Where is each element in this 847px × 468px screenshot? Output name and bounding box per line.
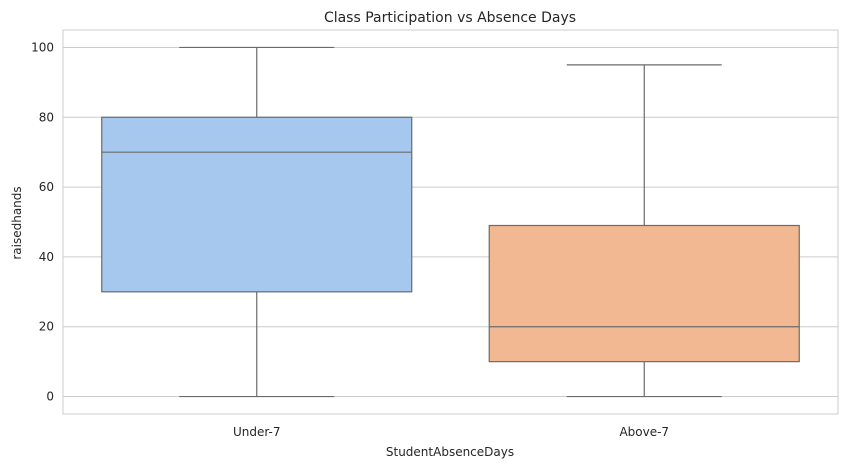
y-tick-label-40: 40 <box>39 250 54 264</box>
y-tick-label-0: 0 <box>46 390 54 404</box>
box-group-under-7 <box>101 46 413 398</box>
chart-title: Class Participation vs Absence Days <box>324 10 576 26</box>
x-axis-label: StudentAbsenceDays <box>386 445 514 459</box>
y-tick-label-60: 60 <box>39 180 54 194</box>
y-tick-label-80: 80 <box>39 110 54 124</box>
iqr-box-under-7 <box>101 116 413 293</box>
y-tick-label-20: 20 <box>39 320 54 334</box>
x-tick-label-above-7: Above-7 <box>619 425 669 439</box>
plot-frame <box>62 29 839 415</box>
iqr-box-above-7 <box>488 224 800 363</box>
y-axis-label: raisedhands <box>10 186 24 259</box>
y-tick-labels: 0 20 40 60 80 100 <box>31 40 54 403</box>
x-tick-label-under-7: Under-7 <box>233 425 281 439</box>
y-tick-label-100: 100 <box>31 40 54 54</box>
box-layer <box>101 46 800 398</box>
x-tick-labels: Under-7 Above-7 <box>233 425 669 439</box>
box-group-above-7 <box>488 64 800 398</box>
